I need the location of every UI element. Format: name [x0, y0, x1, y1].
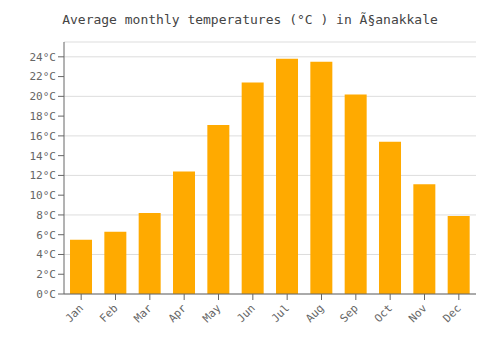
html-text:Average monthly temperatures (: Average monthly temperatures (°C ) in Ã§… — [62, 12, 438, 27]
svg-text:Feb: Feb — [97, 302, 120, 325]
svg-text:Aug: Aug — [303, 302, 326, 325]
svg-text:2°C: 2°C — [36, 268, 56, 281]
svg-text:24°C: 24°C — [30, 51, 57, 64]
svg-text:6°C: 6°C — [36, 229, 56, 242]
svg-text:8°C: 8°C — [36, 209, 56, 222]
svg-text:Mar: Mar — [132, 301, 156, 325]
svg-text:0°C: 0°C — [36, 288, 56, 301]
svg-text:Nov: Nov — [406, 301, 430, 325]
svg-text:22°C: 22°C — [30, 70, 57, 83]
svg-text:Apr: Apr — [166, 301, 190, 325]
svg-text:14°C: 14°C — [30, 150, 57, 163]
svg-text:May: May — [200, 301, 224, 325]
svg-text:4°C: 4°C — [36, 248, 56, 261]
svg-text:10°C: 10°C — [30, 189, 57, 202]
svg-text:Jun: Jun — [235, 302, 258, 325]
svg-text:Sep: Sep — [338, 302, 361, 325]
svg-text:Dec: Dec — [441, 302, 464, 325]
svg-text:Oct: Oct — [372, 302, 395, 325]
svg-text:20°C: 20°C — [30, 90, 57, 103]
svg-text:18°C: 18°C — [30, 110, 57, 123]
svg-text:16°C: 16°C — [30, 130, 57, 143]
svg-text:Jul: Jul — [269, 302, 292, 325]
svg-text:12°C: 12°C — [30, 169, 57, 182]
svg-text:Jan: Jan — [63, 302, 86, 325]
